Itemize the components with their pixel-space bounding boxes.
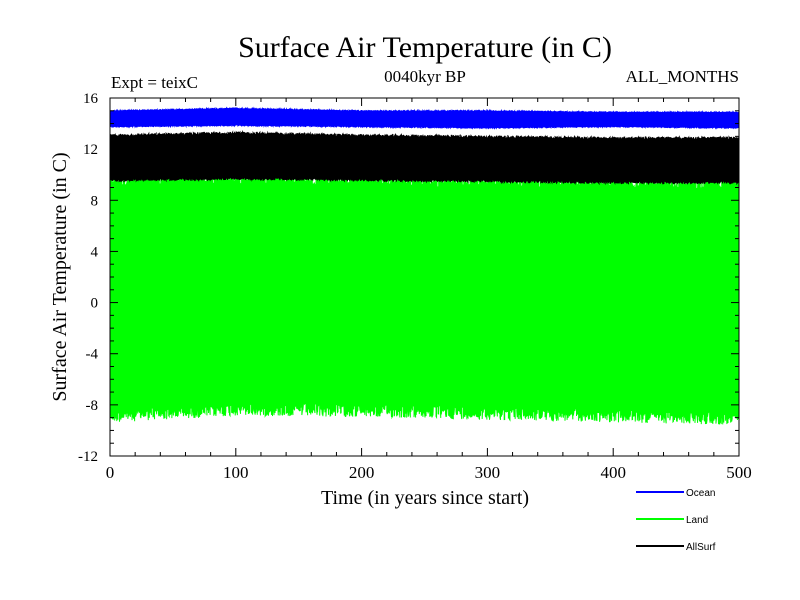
series-ocean-line: [109, 106, 740, 130]
chart-title: Surface Air Temperature (in C): [238, 31, 612, 64]
x-tick-label: 100: [223, 463, 249, 482]
y-tick-label: 4: [91, 244, 99, 260]
series-layer: [109, 106, 740, 425]
x-tick-label: 300: [475, 463, 501, 482]
y-tick-label: 12: [83, 142, 98, 158]
legend-label-ocean: Ocean: [686, 488, 715, 499]
x-tick-label: 500: [726, 463, 752, 482]
y-tick-label: 8: [91, 193, 99, 209]
experiment-label: Expt = teixC: [111, 73, 198, 92]
legend-label-land: Land: [686, 515, 708, 526]
y-tick-label: -4: [86, 347, 99, 363]
months-label: ALL_MONTHS: [626, 67, 739, 86]
legend: Ocean Land AllSurf: [636, 488, 716, 553]
y-tick-label: -12: [78, 449, 98, 465]
legend-label-allsurf: AllSurf: [686, 542, 716, 553]
x-tick-label: 400: [600, 463, 626, 482]
tick-layer: 0 100 200 300 400 500 -12 -8 -4 0 4 8 12 16: [78, 91, 752, 482]
x-tick-label: 0: [106, 463, 115, 482]
x-tick-label: 200: [349, 463, 375, 482]
period-label: 0040kyr BP: [384, 67, 466, 86]
y-tick-label: 0: [91, 296, 99, 312]
y-axis-label: Surface Air Temperature (in C): [49, 152, 71, 401]
x-axis-label: Time (in years since start): [321, 487, 529, 509]
y-tick-label: -8: [86, 398, 99, 414]
y-tick-label: 16: [83, 91, 99, 107]
series-land-line: [109, 170, 740, 425]
series-allsurf-line: [109, 130, 740, 186]
